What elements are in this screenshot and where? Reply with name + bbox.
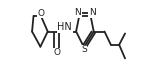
Text: N: N <box>74 8 81 17</box>
Text: S: S <box>81 45 87 54</box>
Text: O: O <box>38 9 45 18</box>
Text: N: N <box>89 8 95 17</box>
Text: O: O <box>53 48 60 57</box>
Text: HN: HN <box>57 22 72 32</box>
